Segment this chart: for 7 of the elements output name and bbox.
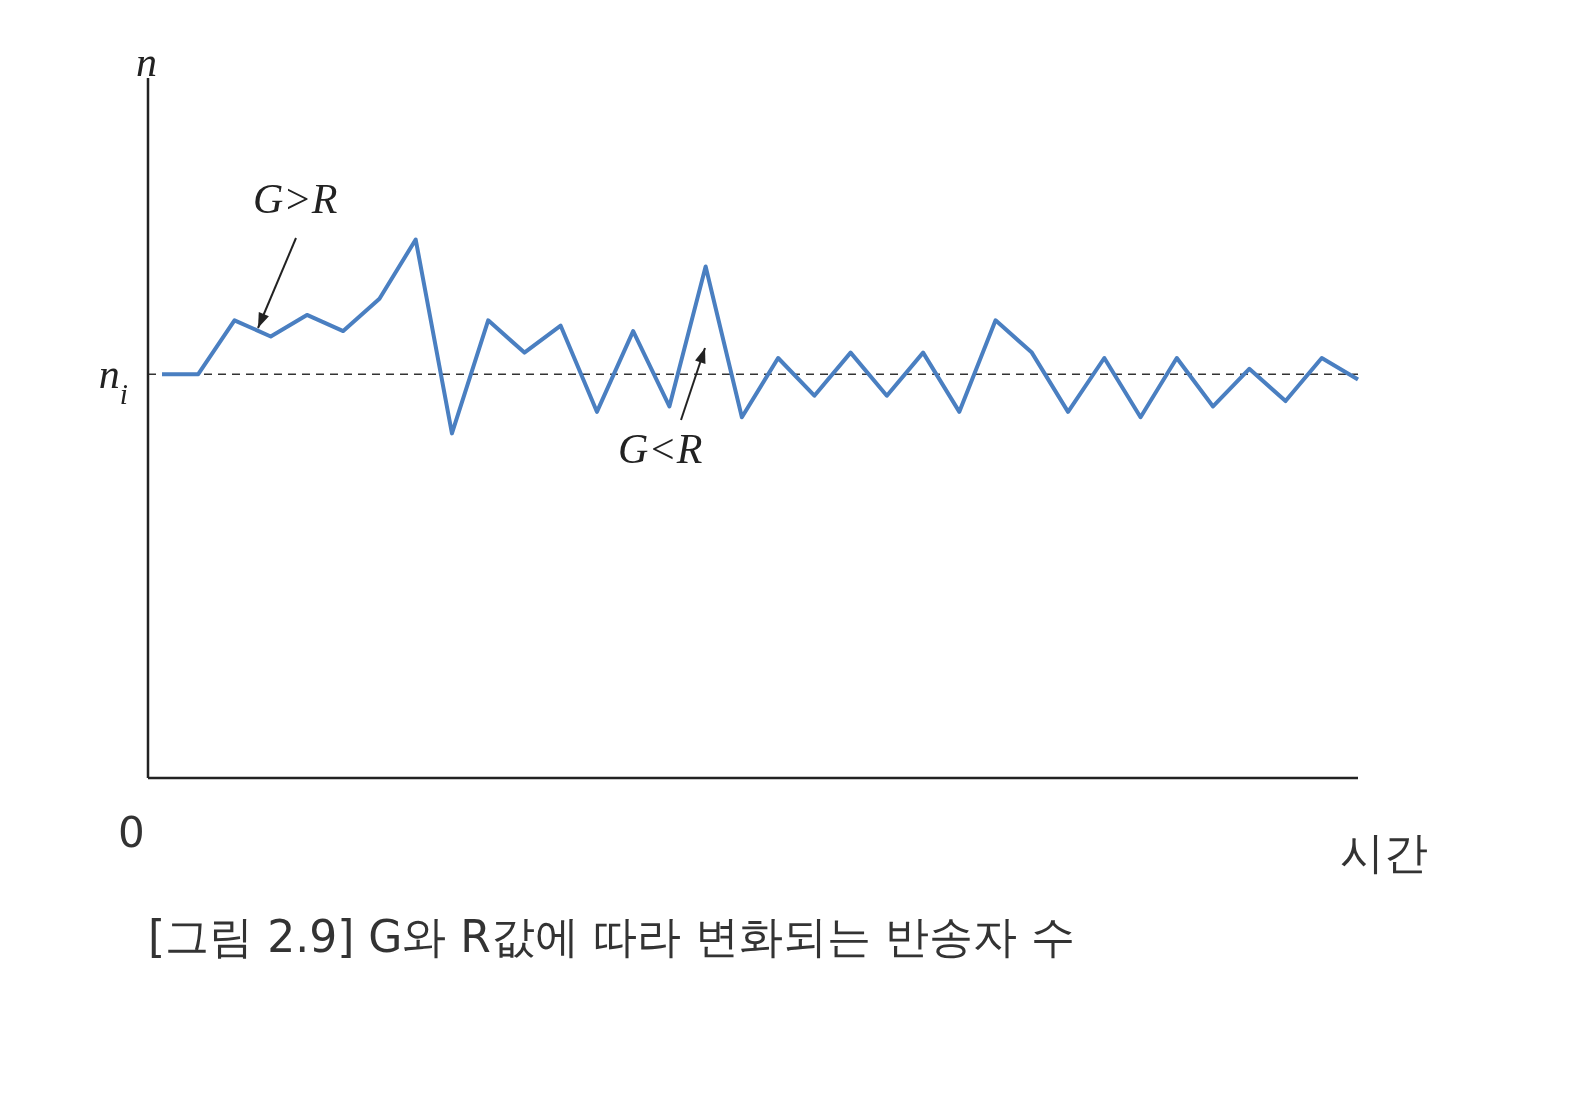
text: [그림 2.9] G와 R값에 따라 변화되는 반송자 수	[148, 910, 1076, 964]
text: G>R	[253, 176, 338, 222]
y-axis-title: n	[136, 38, 157, 86]
x-axis-title: 시간	[1340, 827, 1428, 878]
ref-line-label: n$_{i}$	[98, 351, 128, 411]
annotation: G<R	[618, 426, 703, 472]
text: 0	[118, 808, 145, 857]
